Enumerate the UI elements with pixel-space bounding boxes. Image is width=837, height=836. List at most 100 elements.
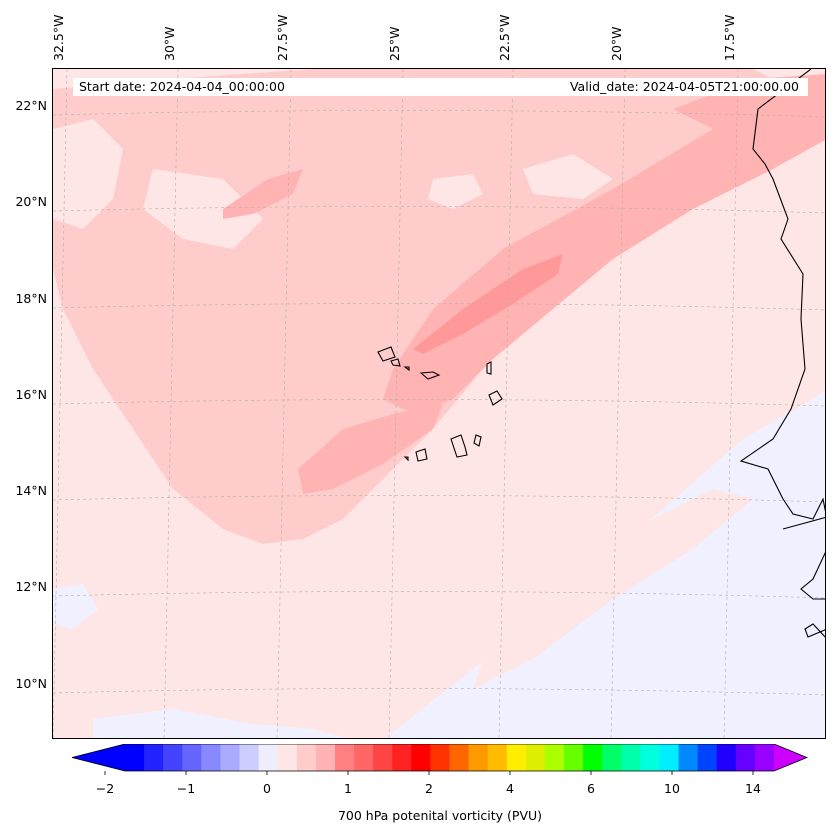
colorbar-bin xyxy=(411,744,431,771)
light-pink-patch-n xyxy=(143,169,263,249)
lat-label-10n: 10°N xyxy=(15,676,47,691)
latitude-gridline xyxy=(53,110,825,118)
island-sal xyxy=(486,361,492,375)
colorbar-tick-4: 4 xyxy=(506,781,514,796)
longitude-gridline xyxy=(388,69,404,738)
colorbar-bin xyxy=(583,744,603,771)
lon-label-27-5w: 27.5°W xyxy=(275,14,290,61)
latitude-gridline xyxy=(53,495,825,503)
lat-label-16n: 16°N xyxy=(15,387,47,402)
colorbar-outline xyxy=(71,744,809,772)
colorbar-bin xyxy=(659,744,679,771)
start-date-label: Start date: 2024-04-04_00:00:00 xyxy=(79,79,285,94)
pink-patch-sw xyxy=(298,404,443,494)
colorbar-bin xyxy=(163,744,183,771)
pink-band xyxy=(383,79,825,414)
colorbar-bin xyxy=(125,744,145,771)
pale-blue-patch-west xyxy=(53,584,98,629)
colorbar-tick-10: 10 xyxy=(664,781,680,796)
latitude-gridline xyxy=(53,591,825,599)
colorbar-bin xyxy=(525,744,546,771)
light-pink-patch-n3 xyxy=(523,154,613,199)
colorbar-bins xyxy=(71,744,809,772)
colorbar-tick-minus2: −2 xyxy=(95,781,115,796)
colorbar-bin xyxy=(315,744,336,771)
colorbar-bin xyxy=(220,744,240,771)
longitude-gridline xyxy=(163,69,179,738)
pv-field-map xyxy=(53,69,825,738)
colorbar-bin xyxy=(506,744,527,771)
colorbar-tick-2: 2 xyxy=(425,781,433,796)
longitude-gridline xyxy=(276,69,292,738)
date-header-bar xyxy=(73,78,808,96)
colorbar-bin xyxy=(754,744,775,771)
lon-label-20w: 20°W xyxy=(609,26,624,61)
lat-label-18n: 18°N xyxy=(15,291,47,306)
pale-blue-patch-south xyxy=(93,709,346,738)
colorbar-bin xyxy=(239,744,260,771)
latitude-gridline xyxy=(53,399,825,407)
colorbar-tick-minus1: −1 xyxy=(176,781,196,796)
lon-label-25w: 25°W xyxy=(387,26,402,61)
colorbar-bin xyxy=(334,744,355,771)
colorbar-over-arrow xyxy=(774,744,807,771)
colorbar-bin xyxy=(468,744,489,771)
light-pink-patch-w xyxy=(68,389,143,489)
island-boa-vista xyxy=(488,390,503,406)
light-pink-patch-n2 xyxy=(428,174,483,209)
colorbar-ticks xyxy=(104,771,754,775)
colorbar-bin xyxy=(487,744,508,771)
colorbar-tick-1: 1 xyxy=(344,781,352,796)
colorbar-bin xyxy=(296,744,317,771)
colorbar-bin xyxy=(277,744,298,771)
island-sao-vicente xyxy=(390,358,401,367)
map-panel: Start date: 2024-04-04_00:00:00 Valid_da… xyxy=(52,68,826,739)
valid-date-label: Valid_date: 2024-04-05T21:00:00.00 xyxy=(569,79,799,94)
lon-label-32-5w: 32.5°W xyxy=(51,14,66,61)
longitude-gridline xyxy=(723,69,739,738)
island-sao-nicolau xyxy=(419,371,441,380)
lon-label-17-5w: 17.5°W xyxy=(722,14,737,61)
latitude-gridline xyxy=(53,688,825,696)
lon-label-30w: 30°W xyxy=(162,26,177,61)
lat-label-20n: 20°N xyxy=(15,194,47,209)
colorbar-bin xyxy=(449,744,469,771)
longitude-gridline xyxy=(610,69,626,738)
lat-label-12n: 12°N xyxy=(15,579,47,594)
colorbar-bin xyxy=(144,744,164,771)
colorbar-bin xyxy=(544,744,565,771)
island-santiago xyxy=(450,434,468,458)
colorbar-under-arrow xyxy=(72,744,125,771)
lon-label-22-5w: 22.5°W xyxy=(497,14,512,61)
coastline-africa xyxy=(739,69,825,520)
light-pink-region xyxy=(53,69,793,544)
colorbar-bin xyxy=(258,744,279,771)
island-santa-luzia xyxy=(403,366,410,372)
colorbar-bin xyxy=(602,744,622,771)
island-fogo xyxy=(415,448,428,462)
lat-label-22n: 22°N xyxy=(15,98,47,113)
colorbar-bin xyxy=(392,744,412,771)
colorbar-bin xyxy=(735,744,756,771)
colorbar-tick-6: 6 xyxy=(587,781,595,796)
latitude-gridline xyxy=(53,303,825,311)
pink-patch-nw xyxy=(223,169,303,219)
island-santo-antao xyxy=(377,346,396,362)
light-pink-patch-nw xyxy=(53,119,123,229)
colorbar-bin xyxy=(373,744,393,771)
island-maio xyxy=(473,434,482,447)
colorbar xyxy=(71,744,809,775)
lat-label-14n: 14°N xyxy=(15,483,47,498)
graticule xyxy=(53,69,825,738)
colorbar-bin xyxy=(678,744,699,771)
rose-core xyxy=(413,254,563,354)
colorbar-tick-14: 14 xyxy=(745,781,761,796)
colorbar-bin xyxy=(182,744,202,771)
longitude-gridline xyxy=(498,69,514,738)
colorbar-bin xyxy=(697,744,718,771)
colorbar-bin xyxy=(201,744,221,771)
colorbar-bin xyxy=(564,744,584,771)
island-brava xyxy=(403,456,409,462)
pale-blue-band-east xyxy=(473,489,753,689)
latitude-gridline xyxy=(53,206,825,214)
